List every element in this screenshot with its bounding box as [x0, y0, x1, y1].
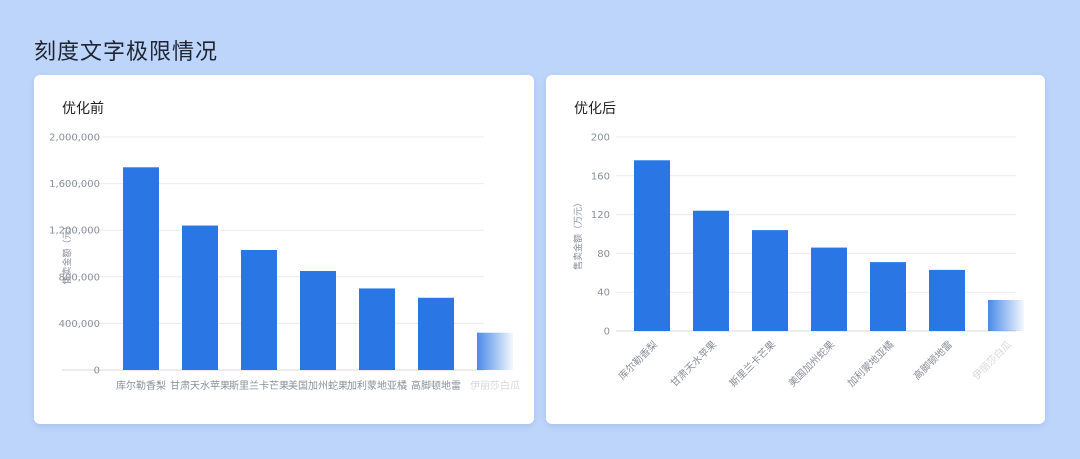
- y-tick-label: 400,000: [59, 319, 100, 330]
- bar-chart-after: 0 40 80 120 160 200 售卖金额（万元） 库尔勒香梨 甘肃天水苹果 斯里兰卡芒果美…: [572, 133, 1024, 390]
- x-category-label: 高脚顿地雷: [911, 338, 956, 383]
- page-title: 刻度文字极限情况: [34, 40, 219, 65]
- x-category-label: 高脚顿地雷: [411, 379, 461, 392]
- x-category-label: 加利蒙地亚橘: [845, 338, 897, 390]
- x-category-label: 库尔勒香梨: [116, 379, 166, 392]
- x-category-label: 美国加州蛇果: [786, 338, 838, 390]
- x-category-label: 斯里兰卡芒果: [229, 379, 289, 392]
- y-tick-label: 1,600,000: [49, 179, 100, 190]
- x-category-label: 美国加州蛇果: [288, 379, 348, 392]
- x-category-label: 伊丽莎白瓜: [970, 338, 1015, 383]
- bar: [811, 247, 847, 331]
- chart-title-after: 优化后: [574, 101, 616, 117]
- bar: [634, 160, 670, 331]
- bar: [752, 230, 788, 331]
- bar: [182, 225, 218, 370]
- y-tick-label: 0: [604, 327, 610, 338]
- bar: [477, 332, 513, 370]
- x-category-label: 伊丽莎白瓜: [470, 379, 520, 392]
- bar: [300, 270, 336, 370]
- x-category-label: 甘肃天水苹果: [170, 379, 230, 392]
- x-category-label: 加利蒙地亚橘: [347, 379, 407, 392]
- y-tick-label: 120: [591, 210, 610, 221]
- y-tick-label: 80: [597, 249, 610, 260]
- bar: [359, 288, 395, 370]
- y-axis-label: 售卖金额（万元）: [572, 198, 584, 270]
- bar: [418, 297, 454, 370]
- y-tick-label: 200: [591, 133, 610, 144]
- y-tick-label: 800,000: [59, 272, 100, 283]
- bar: [123, 167, 159, 370]
- y-tick-label: 0: [94, 366, 100, 377]
- x-category-label: 斯里兰卡芒果: [727, 338, 779, 390]
- chart-card-after: 优化后 0 40 80 120 160 200 售卖金额（万元） 库尔勒香梨 甘肃天水苹果 斯里兰…: [546, 75, 1045, 424]
- chart-title-before: 优化前: [62, 101, 104, 117]
- bar: [241, 250, 277, 370]
- chart-card-before: 优化前 0 400,000 800,000 1,200,000 1,600,000 2,0…: [34, 75, 534, 424]
- bar: [988, 299, 1024, 331]
- bar-chart-before: 0 400,000 800,000 1,200,000 1,600,000 2,000,0…: [49, 133, 520, 393]
- y-tick-label: 40: [597, 288, 610, 299]
- bar: [870, 262, 906, 331]
- y-axis-label: 售卖金额（元）: [61, 221, 73, 284]
- bar: [693, 210, 729, 331]
- y-tick-label: 2,000,000: [49, 133, 100, 144]
- bar: [929, 269, 965, 331]
- x-category-label: 甘肃天水苹果: [668, 338, 720, 390]
- y-tick-label: 1,200,000: [49, 226, 100, 237]
- x-category-label: 库尔勒香梨: [616, 338, 661, 383]
- y-tick-label: 160: [591, 171, 610, 182]
